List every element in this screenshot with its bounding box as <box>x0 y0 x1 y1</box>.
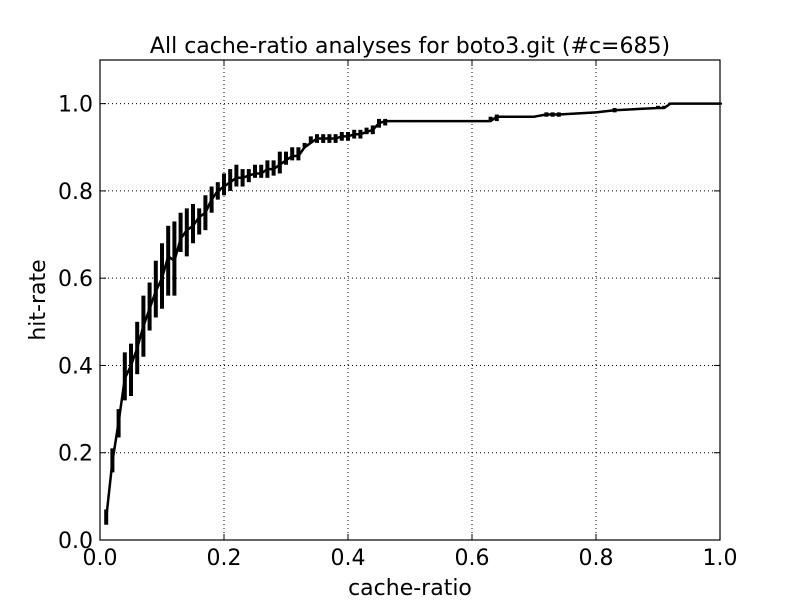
error-bar <box>228 169 233 191</box>
data-point <box>167 255 169 258</box>
error-bar <box>259 164 264 178</box>
data-point <box>235 177 238 179</box>
data-point <box>545 113 548 116</box>
data-point <box>440 120 442 122</box>
data-point <box>173 259 176 262</box>
data-point <box>347 135 349 138</box>
data-point <box>322 137 325 140</box>
data-point <box>148 307 151 310</box>
data-point <box>248 174 250 177</box>
data-point <box>229 181 231 183</box>
x-axis-label: cache-ratio <box>348 576 472 600</box>
data-point <box>192 225 194 227</box>
data-point <box>613 109 616 111</box>
data-point <box>272 168 275 170</box>
x-tick-label: 0.0 <box>83 546 118 571</box>
data-point <box>105 517 107 519</box>
data-point <box>260 172 263 175</box>
data-point <box>198 216 200 218</box>
data-point <box>384 120 387 122</box>
y-tick-label: 0.6 <box>58 267 93 292</box>
data-point <box>657 107 659 109</box>
data-point <box>161 277 163 279</box>
data-point <box>365 131 368 133</box>
plot-frame <box>99 59 721 541</box>
error-bar <box>284 151 288 165</box>
y-tick-label: 0.0 <box>58 529 93 554</box>
data-point <box>266 168 269 170</box>
data-point <box>378 122 380 125</box>
data-point <box>372 129 374 131</box>
error-bar <box>222 173 226 196</box>
data-point <box>217 190 219 192</box>
x-tick-label: 0.6 <box>455 546 490 571</box>
data-point <box>254 172 256 175</box>
data-point <box>359 133 362 135</box>
data-point <box>210 198 213 201</box>
y-tick-label: 0.2 <box>58 442 93 467</box>
error-bar <box>277 151 282 174</box>
data-point <box>551 113 554 116</box>
data-point <box>595 111 597 114</box>
data-point <box>124 377 126 380</box>
data-point <box>179 238 182 240</box>
x-tick-label: 0.8 <box>579 546 614 571</box>
error-bar <box>488 116 493 122</box>
data-point <box>328 137 331 140</box>
data-point <box>316 137 318 140</box>
data-point <box>142 325 145 327</box>
data-point <box>297 155 300 157</box>
data-point <box>334 137 337 140</box>
error-bar <box>197 208 202 235</box>
data-point <box>558 113 560 116</box>
x-tick-label: 0.4 <box>331 546 366 571</box>
data-point <box>241 177 244 179</box>
y-tick-label: 0.8 <box>58 180 93 205</box>
error-bar <box>234 164 239 187</box>
data-point <box>310 142 312 144</box>
data-point <box>223 185 225 188</box>
error-bar <box>129 343 133 396</box>
data-point <box>136 347 138 349</box>
y-axis-label: hit-rate <box>26 259 51 340</box>
line-layer <box>104 102 721 519</box>
data-point <box>409 120 411 122</box>
error-bar <box>184 208 189 257</box>
data-point <box>669 102 672 105</box>
tick-layer: 0.0 0.2 0.4 0.6 0.8 1.0 0.0 0.2 0.4 0.6 0.8 1.0 <box>58 60 738 571</box>
error-bar <box>290 147 295 161</box>
data-point <box>471 120 473 122</box>
data-point <box>496 115 498 118</box>
y-tick-label: 0.4 <box>58 354 93 379</box>
chart-title: All cache-ratio analyses for boto3.git (… <box>150 34 670 59</box>
data-point <box>111 460 114 463</box>
error-bar <box>308 136 313 143</box>
x-tick-label: 0.2 <box>207 546 242 571</box>
data-point <box>117 421 120 423</box>
error-bar <box>191 204 195 244</box>
data-point <box>279 163 281 166</box>
error-bar <box>302 142 307 148</box>
error-bar <box>178 212 183 252</box>
data-point <box>353 133 356 135</box>
data-point <box>186 229 188 231</box>
x-tick-label: 1.0 <box>703 546 738 571</box>
data-point <box>489 120 492 122</box>
data-point <box>130 364 132 367</box>
data-point <box>291 155 294 157</box>
data-point <box>285 159 287 162</box>
y-tick-label: 1.0 <box>58 93 93 118</box>
error-bar <box>296 147 301 161</box>
error-bar <box>253 164 257 178</box>
data-point <box>341 135 343 138</box>
data-point <box>155 290 157 293</box>
data-point <box>533 115 535 118</box>
data-point <box>663 107 665 109</box>
data-point <box>303 146 306 149</box>
data-point <box>204 211 207 214</box>
